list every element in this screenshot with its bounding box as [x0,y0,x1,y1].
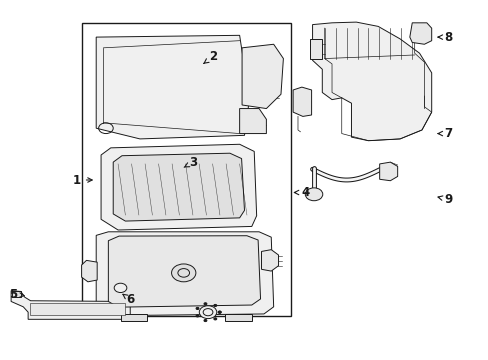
Circle shape [196,315,199,317]
Text: 9: 9 [437,193,452,206]
Circle shape [196,307,199,310]
Polygon shape [11,291,130,319]
Polygon shape [309,39,322,59]
Circle shape [203,319,206,321]
Polygon shape [101,144,256,230]
Polygon shape [12,292,21,297]
Polygon shape [30,303,125,315]
Text: 5: 5 [9,288,24,301]
Text: 2: 2 [203,50,217,63]
Circle shape [218,311,221,313]
Circle shape [305,188,322,201]
Text: 3: 3 [184,156,197,168]
Polygon shape [292,87,311,116]
Polygon shape [108,236,260,307]
Circle shape [218,311,221,313]
Polygon shape [96,35,249,139]
Text: 7: 7 [437,127,452,140]
Polygon shape [96,232,273,316]
Circle shape [203,303,206,305]
Polygon shape [113,153,244,221]
Text: 8: 8 [437,31,452,44]
Polygon shape [242,44,283,109]
Circle shape [213,305,216,307]
Polygon shape [224,314,251,321]
Polygon shape [239,109,266,134]
Polygon shape [81,260,97,282]
Text: 4: 4 [294,186,309,199]
Circle shape [199,306,216,319]
Polygon shape [379,162,397,181]
Polygon shape [312,22,431,141]
Circle shape [213,318,216,320]
Polygon shape [120,314,147,321]
Circle shape [114,283,126,293]
Circle shape [171,264,196,282]
Text: 6: 6 [122,293,134,306]
Polygon shape [261,249,278,271]
Text: 1: 1 [73,174,92,186]
Polygon shape [409,23,431,44]
Bar [81,23,290,316]
